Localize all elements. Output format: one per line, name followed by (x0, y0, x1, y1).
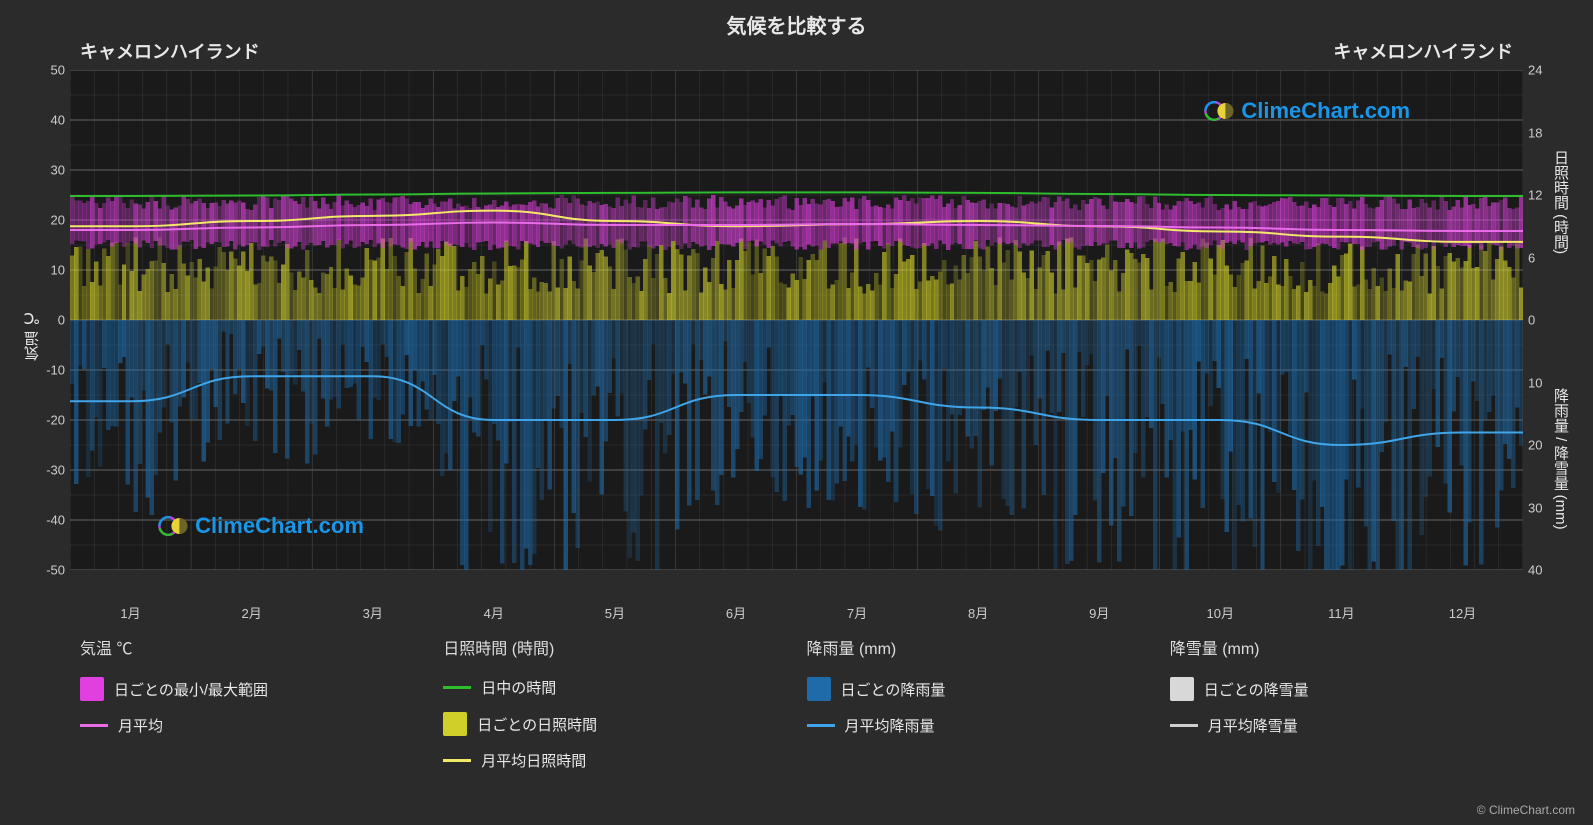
legend-item: 日ごとの降雪量 (1170, 677, 1513, 701)
xtick: 5月 (605, 603, 625, 622)
ytick-left: 30 (35, 163, 65, 178)
xtick: 10月 (1207, 603, 1234, 622)
legend-item: 月平均 (80, 715, 423, 736)
legend-label: 日ごとの最小/最大範囲 (114, 679, 268, 700)
ytick-right: 6 (1528, 250, 1558, 265)
legend-item: 月平均降雨量 (807, 715, 1150, 736)
ytick-left: 40 (35, 113, 65, 128)
ytick-left: -30 (35, 463, 65, 478)
legend-swatch (80, 724, 108, 727)
legend: 気温 ℃ 日ごとの最小/最大範囲月平均 日照時間 (時間) 日中の時間日ごとの日照時間… (80, 635, 1513, 771)
legend-item: 日中の時間 (443, 677, 786, 698)
legend-item: 日ごとの最小/最大範囲 (80, 677, 423, 701)
location-right: キャメロンハイランド (1333, 38, 1513, 64)
legend-heading: 気温 ℃ (80, 635, 423, 659)
ytick-left: 10 (35, 263, 65, 278)
plot-area (70, 70, 1523, 570)
legend-item: 日ごとの日照時間 (443, 712, 786, 736)
ytick-right: 30 (1528, 500, 1558, 515)
xtick: 2月 (242, 603, 262, 622)
legend-swatch (80, 677, 104, 701)
page-title: 気候を比較する (0, 0, 1593, 39)
legend-label: 日中の時間 (481, 677, 556, 698)
legend-label: 日ごとの日照時間 (477, 714, 597, 735)
legend-label: 日ごとの降雨量 (841, 679, 946, 700)
watermark-text: ClimeChart.com (1241, 98, 1410, 124)
legend-swatch (1170, 677, 1194, 701)
ytick-right: 40 (1528, 563, 1558, 578)
xtick: 1月 (120, 603, 140, 622)
ytick-left: 0 (35, 313, 65, 328)
legend-swatch (443, 686, 471, 689)
xtick: 9月 (1089, 603, 1109, 622)
ytick-right: 18 (1528, 125, 1558, 140)
legend-heading: 降雪量 (mm) (1170, 635, 1513, 659)
ytick-right: 24 (1528, 63, 1558, 78)
ytick-right: 12 (1528, 188, 1558, 203)
ytick-left: -20 (35, 413, 65, 428)
xtick: 11月 (1328, 603, 1355, 622)
legend-col: 降雪量 (mm) 日ごとの降雪量月平均降雪量 (1170, 635, 1513, 771)
watermark: ClimeChart.com (1203, 95, 1410, 127)
ytick-left: -10 (35, 363, 65, 378)
xtick: 7月 (847, 603, 867, 622)
ytick-right: 10 (1528, 375, 1558, 390)
legend-heading: 降雨量 (mm) (807, 635, 1150, 659)
legend-swatch (443, 759, 471, 762)
legend-swatch (443, 712, 467, 736)
ytick-left: -40 (35, 513, 65, 528)
xtick: 8月 (968, 603, 988, 622)
legend-label: 月平均降雪量 (1208, 715, 1298, 736)
legend-label: 月平均 (118, 715, 163, 736)
ytick-right: 0 (1528, 313, 1558, 328)
footer-credit: © ClimeChart.com (1477, 803, 1575, 817)
legend-item: 日ごとの降雨量 (807, 677, 1150, 701)
legend-swatch (807, 677, 831, 701)
ytick-left: -50 (35, 563, 65, 578)
legend-col: 降雨量 (mm) 日ごとの降雨量月平均降雨量 (807, 635, 1150, 771)
legend-label: 月平均日照時間 (481, 750, 586, 771)
ytick-left: 20 (35, 213, 65, 228)
xtick: 6月 (726, 603, 746, 622)
xtick: 4月 (484, 603, 504, 622)
legend-label: 日ごとの降雪量 (1204, 679, 1309, 700)
legend-item: 月平均降雪量 (1170, 715, 1513, 736)
watermark-text: ClimeChart.com (195, 513, 364, 539)
xtick: 3月 (363, 603, 383, 622)
xtick: 12月 (1449, 603, 1476, 622)
legend-label: 月平均降雨量 (845, 715, 935, 736)
legend-swatch (1170, 724, 1198, 727)
ytick-right: 20 (1528, 438, 1558, 453)
legend-col: 日照時間 (時間) 日中の時間日ごとの日照時間月平均日照時間 (443, 635, 786, 771)
legend-col: 気温 ℃ 日ごとの最小/最大範囲月平均 (80, 635, 423, 771)
legend-heading: 日照時間 (時間) (443, 635, 786, 659)
legend-item: 月平均日照時間 (443, 750, 786, 771)
location-left: キャメロンハイランド (80, 38, 260, 64)
watermark: ClimeChart.com (157, 510, 364, 542)
ytick-left: 50 (35, 63, 65, 78)
legend-swatch (807, 724, 835, 727)
